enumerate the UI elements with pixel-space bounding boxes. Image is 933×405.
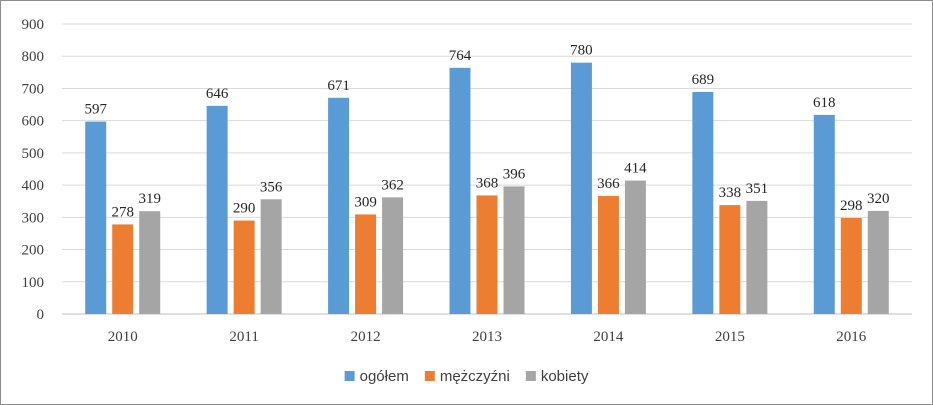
bar bbox=[112, 224, 134, 314]
x-tick-label: 2015 bbox=[715, 329, 745, 345]
legend-swatch bbox=[344, 371, 355, 381]
y-tick-label: 600 bbox=[22, 114, 45, 130]
data-label: 618 bbox=[813, 95, 836, 111]
bar bbox=[746, 200, 768, 314]
data-label: 764 bbox=[449, 48, 472, 64]
x-tick-label: 2011 bbox=[229, 329, 258, 345]
y-tick-label: 700 bbox=[22, 81, 45, 97]
bar bbox=[840, 217, 862, 314]
legend-item: mężczyźni bbox=[424, 368, 510, 385]
bar bbox=[382, 197, 404, 314]
data-label: 780 bbox=[570, 43, 593, 59]
data-label: 319 bbox=[138, 191, 161, 207]
bar bbox=[260, 199, 282, 314]
bar bbox=[233, 220, 255, 314]
y-tick-label: 200 bbox=[22, 243, 45, 259]
bar bbox=[476, 195, 498, 314]
bar bbox=[449, 67, 471, 314]
bar bbox=[570, 62, 592, 314]
bars bbox=[85, 62, 889, 315]
y-tick-label: 800 bbox=[22, 49, 45, 65]
data-label: 338 bbox=[719, 185, 742, 201]
data-label: 362 bbox=[381, 177, 404, 193]
y-tick-label: 0 bbox=[37, 307, 45, 323]
legend-label: kobiety bbox=[541, 368, 589, 385]
x-axis: 2010 2011 2012 2013 2014 2015 2016 bbox=[108, 329, 867, 345]
legend-swatch bbox=[525, 371, 536, 381]
data-label: 671 bbox=[327, 78, 350, 94]
bar bbox=[624, 180, 646, 314]
data-label: 290 bbox=[233, 201, 256, 217]
legend-item: ogółem bbox=[344, 368, 409, 385]
legend-label: ogółem bbox=[360, 368, 409, 385]
data-label: 320 bbox=[867, 191, 890, 207]
data-label: 414 bbox=[624, 161, 647, 177]
x-tick-label: 2010 bbox=[108, 329, 138, 345]
y-tick-label: 100 bbox=[22, 275, 45, 291]
bar bbox=[85, 121, 107, 314]
y-tick-label: 400 bbox=[22, 178, 45, 194]
data-label: 298 bbox=[840, 198, 863, 214]
data-label: 368 bbox=[476, 175, 499, 191]
data-label: 689 bbox=[692, 72, 715, 88]
y-tick-label: 500 bbox=[22, 146, 45, 162]
legend-label: mężczyźni bbox=[440, 368, 510, 385]
legend-item: kobiety bbox=[525, 368, 589, 385]
x-tick-label: 2013 bbox=[472, 329, 502, 345]
data-label: 356 bbox=[260, 179, 283, 195]
data-label: 597 bbox=[84, 102, 107, 118]
data-label: 309 bbox=[354, 194, 377, 210]
bar bbox=[719, 205, 741, 314]
data-label: 351 bbox=[746, 181, 769, 197]
x-tick-label: 2012 bbox=[351, 329, 381, 345]
y-tick-label: 300 bbox=[22, 210, 45, 226]
bar bbox=[597, 196, 619, 314]
bar bbox=[355, 214, 377, 314]
bar bbox=[692, 91, 714, 314]
y-axis: 0 100 200 300 400 500 600 700 800 900 bbox=[22, 17, 45, 323]
legend: ogółem mężczyźni kobiety bbox=[344, 368, 589, 385]
y-tick-label: 900 bbox=[22, 17, 45, 33]
data-label: 396 bbox=[503, 166, 526, 182]
bar bbox=[867, 210, 889, 314]
data-label: 646 bbox=[206, 86, 229, 102]
gridlines bbox=[62, 23, 912, 315]
bar bbox=[813, 114, 835, 314]
bar bbox=[328, 97, 350, 315]
legend-swatch bbox=[424, 371, 435, 381]
data-label: 278 bbox=[111, 204, 134, 220]
bar bbox=[139, 211, 161, 314]
bar bbox=[206, 105, 228, 314]
x-tick-label: 2016 bbox=[836, 329, 867, 345]
x-tick-label: 2014 bbox=[593, 329, 624, 345]
data-label: 366 bbox=[597, 176, 620, 192]
bar bbox=[503, 186, 525, 314]
